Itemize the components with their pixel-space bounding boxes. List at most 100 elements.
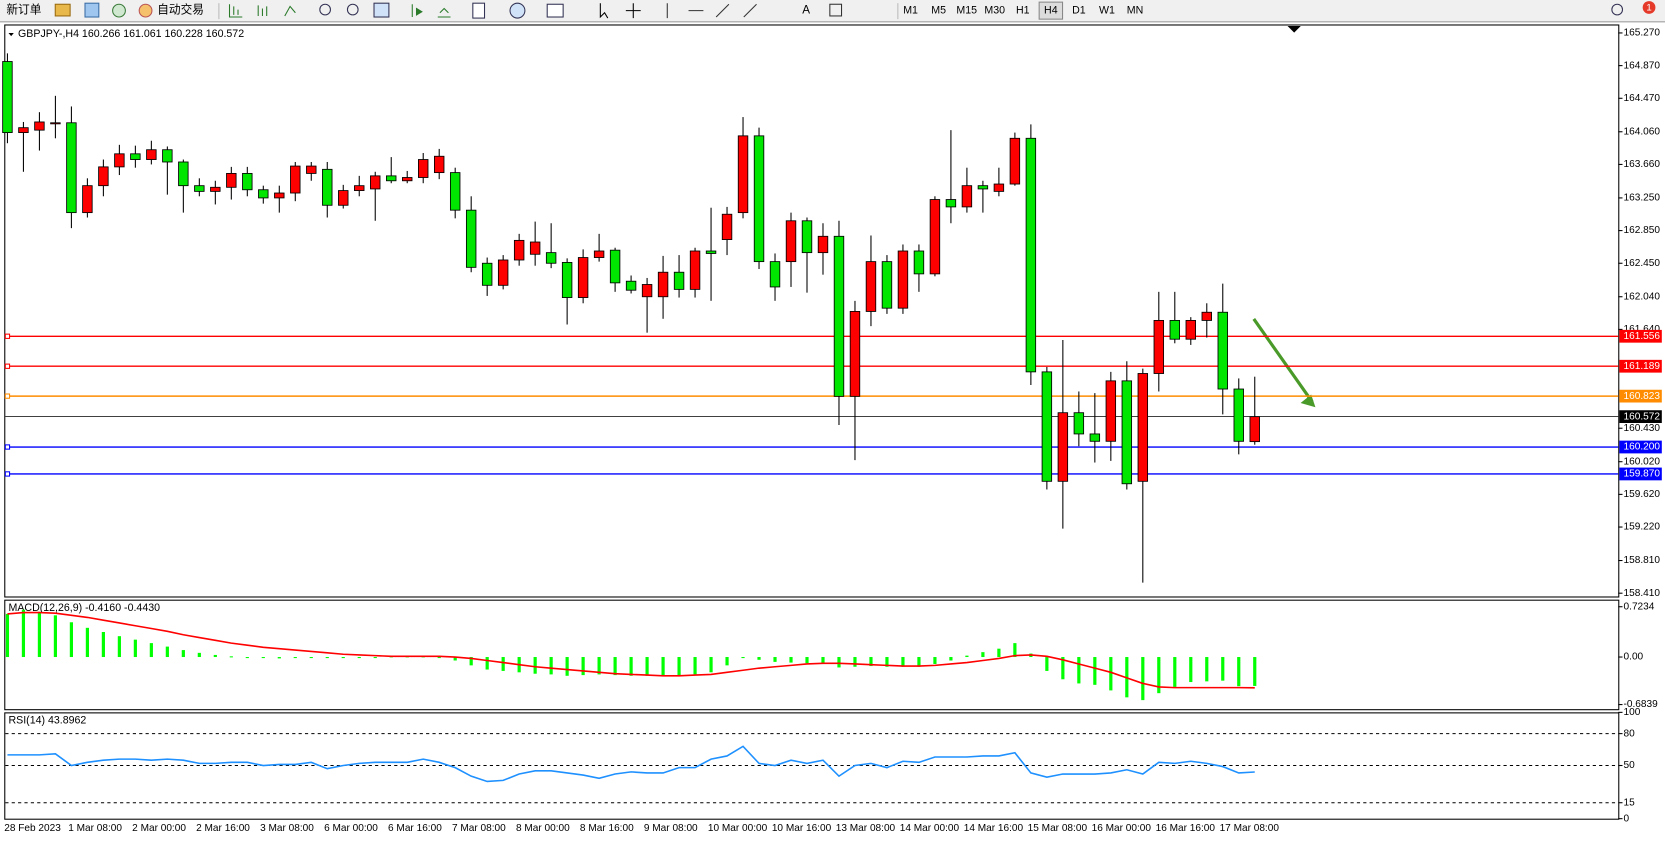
macd-bar bbox=[1237, 657, 1241, 687]
icon[interactable] bbox=[509, 2, 526, 19]
icon[interactable] bbox=[373, 2, 390, 18]
macd-bar bbox=[853, 657, 857, 667]
candle-body bbox=[50, 122, 61, 125]
x-tick-label: 10 Mar 16:00 bbox=[772, 823, 832, 834]
candle-body bbox=[66, 122, 77, 214]
timeframe-button[interactable]: M1 bbox=[903, 4, 918, 16]
macd-bar bbox=[501, 657, 505, 671]
auto-trading-button[interactable]: 自动交易 bbox=[157, 3, 204, 17]
candle-body bbox=[322, 168, 333, 206]
candle-body bbox=[226, 172, 237, 188]
icon[interactable] bbox=[546, 3, 564, 18]
level-handle bbox=[4, 333, 11, 339]
macd-bar bbox=[149, 643, 153, 658]
y-tick-label: 158.410 bbox=[1624, 588, 1661, 599]
notification-badge[interactable] bbox=[1642, 1, 1656, 14]
x-tick-label: 2 Mar 00:00 bbox=[132, 823, 186, 834]
search[interactable] bbox=[1611, 3, 1624, 16]
title-marker bbox=[8, 32, 14, 37]
timeframe-button[interactable]: M15 bbox=[956, 4, 977, 16]
macd-bar bbox=[1189, 657, 1193, 683]
candle-body bbox=[370, 175, 381, 190]
y-tick-label: 164.060 bbox=[1624, 126, 1661, 137]
candle-body bbox=[977, 185, 989, 190]
zoom-out[interactable] bbox=[346, 3, 359, 16]
x-tick-label: 3 Mar 08:00 bbox=[260, 823, 314, 834]
candle-body bbox=[449, 172, 461, 211]
macd-bar bbox=[693, 657, 697, 675]
candle-body bbox=[1121, 380, 1133, 485]
macd-bar bbox=[1045, 657, 1049, 671]
candle-body bbox=[833, 235, 845, 397]
candle-body bbox=[2, 61, 13, 134]
toolbar: 新订单 自动交易 A M1 M5 M15 M30 H1 H4 D1 W1 MN 1 bbox=[0, 0, 1665, 23]
candle-body bbox=[242, 172, 253, 191]
candle-body bbox=[114, 153, 125, 168]
annotation-arrow bbox=[1252, 318, 1314, 403]
x-tick-label: 7 Mar 08:00 bbox=[452, 823, 506, 834]
last-price-label: 160.572 bbox=[1624, 411, 1661, 422]
text-tool[interactable]: A bbox=[802, 4, 810, 17]
macd-bar bbox=[981, 652, 985, 658]
macd-bar bbox=[197, 652, 201, 658]
candle-body bbox=[849, 311, 861, 397]
candle-body bbox=[34, 121, 45, 131]
icon[interactable] bbox=[84, 2, 100, 18]
icon[interactable] bbox=[138, 3, 153, 18]
level-handle bbox=[4, 444, 11, 450]
timeframe-button[interactable]: M30 bbox=[984, 4, 1005, 16]
x-tick-label: 9 Mar 08:00 bbox=[644, 823, 698, 834]
macd-bar bbox=[469, 657, 473, 666]
macd-bar bbox=[1173, 657, 1177, 687]
active-timeframe bbox=[1038, 1, 1064, 20]
zoom-in[interactable] bbox=[319, 3, 331, 16]
level-price-tag bbox=[1619, 329, 1662, 343]
icon[interactable] bbox=[411, 4, 423, 18]
chart-icons[interactable] bbox=[228, 4, 296, 18]
icon[interactable] bbox=[437, 7, 451, 18]
macd-bar bbox=[741, 657, 745, 659]
candle-body bbox=[641, 284, 653, 298]
x-tick-label: 28 Feb 2023 bbox=[4, 823, 61, 834]
timeframe-button[interactable]: M5 bbox=[931, 4, 946, 16]
timeframe-button[interactable]: D1 bbox=[1072, 4, 1086, 16]
candle-body bbox=[561, 262, 573, 298]
level-price-tag bbox=[1619, 359, 1662, 373]
draw-tools[interactable] bbox=[666, 3, 757, 19]
level-price-label: 161.189 bbox=[1624, 361, 1661, 372]
y-tick-label: 162.850 bbox=[1624, 225, 1661, 236]
timeframe-button[interactable]: H4 bbox=[1044, 4, 1058, 16]
macd-bar bbox=[373, 657, 377, 659]
notification-count: 1 bbox=[1646, 3, 1651, 14]
macd-bar bbox=[997, 648, 1001, 658]
candle-body bbox=[769, 261, 781, 288]
cursor-tool[interactable] bbox=[599, 3, 609, 19]
new-order-button[interactable]: 新订单 bbox=[6, 3, 41, 17]
macd-bar bbox=[1253, 657, 1257, 686]
candle-body bbox=[497, 259, 509, 286]
macd-bar bbox=[549, 657, 553, 675]
macd-panel bbox=[4, 599, 1620, 711]
candle-body bbox=[1105, 380, 1117, 442]
icon[interactable] bbox=[54, 3, 71, 17]
timeframe-button[interactable]: W1 bbox=[1099, 4, 1115, 16]
icon[interactable] bbox=[472, 2, 486, 19]
y-tick-label: 163.660 bbox=[1624, 159, 1661, 170]
timeframe-button[interactable]: H1 bbox=[1016, 4, 1030, 16]
macd-bar bbox=[645, 657, 649, 676]
icon[interactable] bbox=[112, 3, 126, 18]
timeframe-button[interactable]: MN bbox=[1127, 4, 1143, 16]
crosshair-tool[interactable] bbox=[625, 3, 641, 19]
macd-bar bbox=[453, 657, 457, 661]
x-tick-label: 13 Mar 08:00 bbox=[836, 823, 896, 834]
candle-body bbox=[1169, 319, 1181, 340]
y-tick-label: 162.040 bbox=[1624, 291, 1661, 302]
chart-shift-marker[interactable] bbox=[1287, 26, 1301, 33]
label-tool[interactable] bbox=[829, 3, 843, 17]
x-tick-label: 10 Mar 00:00 bbox=[708, 823, 768, 834]
chart-title: GBPJPY-,H4 160.266 161.061 160.228 160.5… bbox=[18, 28, 244, 40]
macd-bar bbox=[1061, 657, 1065, 680]
candle-body bbox=[865, 261, 877, 312]
candle-body bbox=[481, 262, 493, 286]
